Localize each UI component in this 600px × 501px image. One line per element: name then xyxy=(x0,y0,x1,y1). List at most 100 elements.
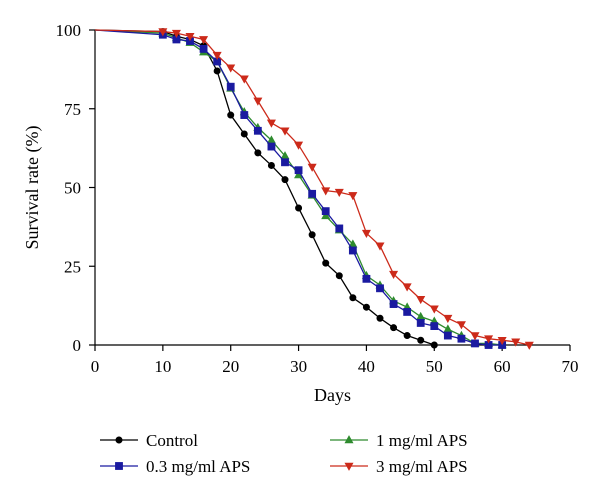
data-point xyxy=(295,204,303,212)
data-point xyxy=(281,158,289,167)
data-point xyxy=(267,142,276,151)
legend-item: 1 mg/ml APS xyxy=(330,431,468,450)
series-1 xyxy=(94,29,507,349)
data-point xyxy=(226,82,235,91)
legend-label: 0.3 mg/ml APS xyxy=(146,457,250,476)
data-point xyxy=(239,75,249,84)
data-point xyxy=(430,341,438,349)
data-point xyxy=(240,130,248,138)
y-tick-label: 75 xyxy=(64,100,81,119)
data-point xyxy=(417,336,425,344)
data-point xyxy=(497,336,507,346)
series-line xyxy=(94,29,530,346)
data-point xyxy=(212,51,222,61)
data-point xyxy=(416,319,425,327)
data-point xyxy=(402,283,412,292)
x-tick-label: 40 xyxy=(358,357,375,376)
data-point xyxy=(185,32,195,42)
data-point xyxy=(227,111,235,119)
legend-label: Control xyxy=(146,431,198,450)
x-tick-label: 30 xyxy=(290,357,307,376)
legend-swatch-marker xyxy=(115,436,123,444)
data-point xyxy=(349,294,357,302)
data-point xyxy=(267,161,275,169)
data-point xyxy=(199,36,209,45)
data-point xyxy=(470,332,480,341)
data-point xyxy=(457,334,466,343)
data-point xyxy=(389,300,398,308)
series-layer xyxy=(94,28,534,350)
y-ticks: 0 25 50 75 100 xyxy=(56,21,95,355)
axes: 0 10 20 30 40 50 60 70 0 25 50 75 100 xyxy=(56,21,579,376)
data-point xyxy=(389,270,399,279)
data-point xyxy=(266,119,276,128)
x-tick-label: 20 xyxy=(222,357,239,376)
data-point xyxy=(390,324,398,332)
data-point xyxy=(403,308,412,316)
data-point xyxy=(199,44,208,53)
data-point xyxy=(362,274,371,283)
data-point xyxy=(348,192,358,201)
data-point xyxy=(226,64,236,73)
data-point xyxy=(240,111,249,119)
x-ticks: 0 10 20 30 40 50 60 70 xyxy=(91,345,579,376)
x-tick-label: 10 xyxy=(154,357,171,376)
data-point xyxy=(321,211,331,220)
data-point xyxy=(376,314,384,322)
series-line xyxy=(94,29,503,346)
data-point xyxy=(484,335,494,344)
data-point xyxy=(213,67,221,75)
legend-swatch-marker xyxy=(115,462,123,470)
data-point xyxy=(281,176,289,184)
series-0 xyxy=(94,28,438,349)
x-tick-label: 50 xyxy=(426,357,443,376)
x-tick-label: 70 xyxy=(562,357,579,376)
y-tick-label: 50 xyxy=(64,179,81,198)
data-point xyxy=(253,126,262,135)
data-point xyxy=(308,189,317,198)
data-point xyxy=(362,303,370,311)
series-2 xyxy=(94,28,507,349)
y-tick-label: 0 xyxy=(73,336,82,355)
data-point xyxy=(443,331,452,340)
data-point xyxy=(524,341,534,350)
legend-label: 1 mg/ml APS xyxy=(376,431,468,450)
data-point xyxy=(511,338,521,347)
data-point xyxy=(456,321,466,330)
data-point xyxy=(361,229,371,238)
legend-label: 3 mg/ml APS xyxy=(376,457,468,476)
legend-item: 3 mg/ml APS xyxy=(330,457,468,476)
data-point xyxy=(348,246,357,255)
legend: Control 1 mg/ml APS 0.3 mg/ml APS 3 mg/ml A… xyxy=(100,431,468,476)
series-3 xyxy=(94,28,534,350)
data-point xyxy=(253,97,263,106)
data-point xyxy=(171,29,181,38)
data-point xyxy=(443,314,453,324)
data-point xyxy=(321,187,331,196)
data-point xyxy=(294,166,303,175)
data-point xyxy=(375,242,385,251)
x-axis-label: Days xyxy=(314,385,351,405)
data-point xyxy=(294,141,304,150)
data-point xyxy=(416,311,426,320)
legend-item: Control xyxy=(100,431,198,450)
legend-swatch-marker xyxy=(344,462,354,471)
data-point xyxy=(254,149,262,157)
data-point xyxy=(430,322,439,330)
data-point xyxy=(335,224,344,233)
y-tick-label: 100 xyxy=(56,21,82,40)
data-point xyxy=(471,339,479,348)
x-tick-label: 60 xyxy=(494,357,511,376)
y-tick-label: 25 xyxy=(64,257,81,276)
data-point xyxy=(158,28,168,37)
legend-item: 0.3 mg/ml APS xyxy=(100,457,250,476)
series-line xyxy=(94,29,503,346)
y-axis-label: Survival rate (%) xyxy=(22,126,43,250)
series-line xyxy=(94,29,435,346)
data-point xyxy=(376,284,384,293)
data-point xyxy=(322,259,330,267)
data-point xyxy=(403,332,411,340)
legend-swatch-marker xyxy=(344,435,354,444)
data-point xyxy=(429,305,439,314)
